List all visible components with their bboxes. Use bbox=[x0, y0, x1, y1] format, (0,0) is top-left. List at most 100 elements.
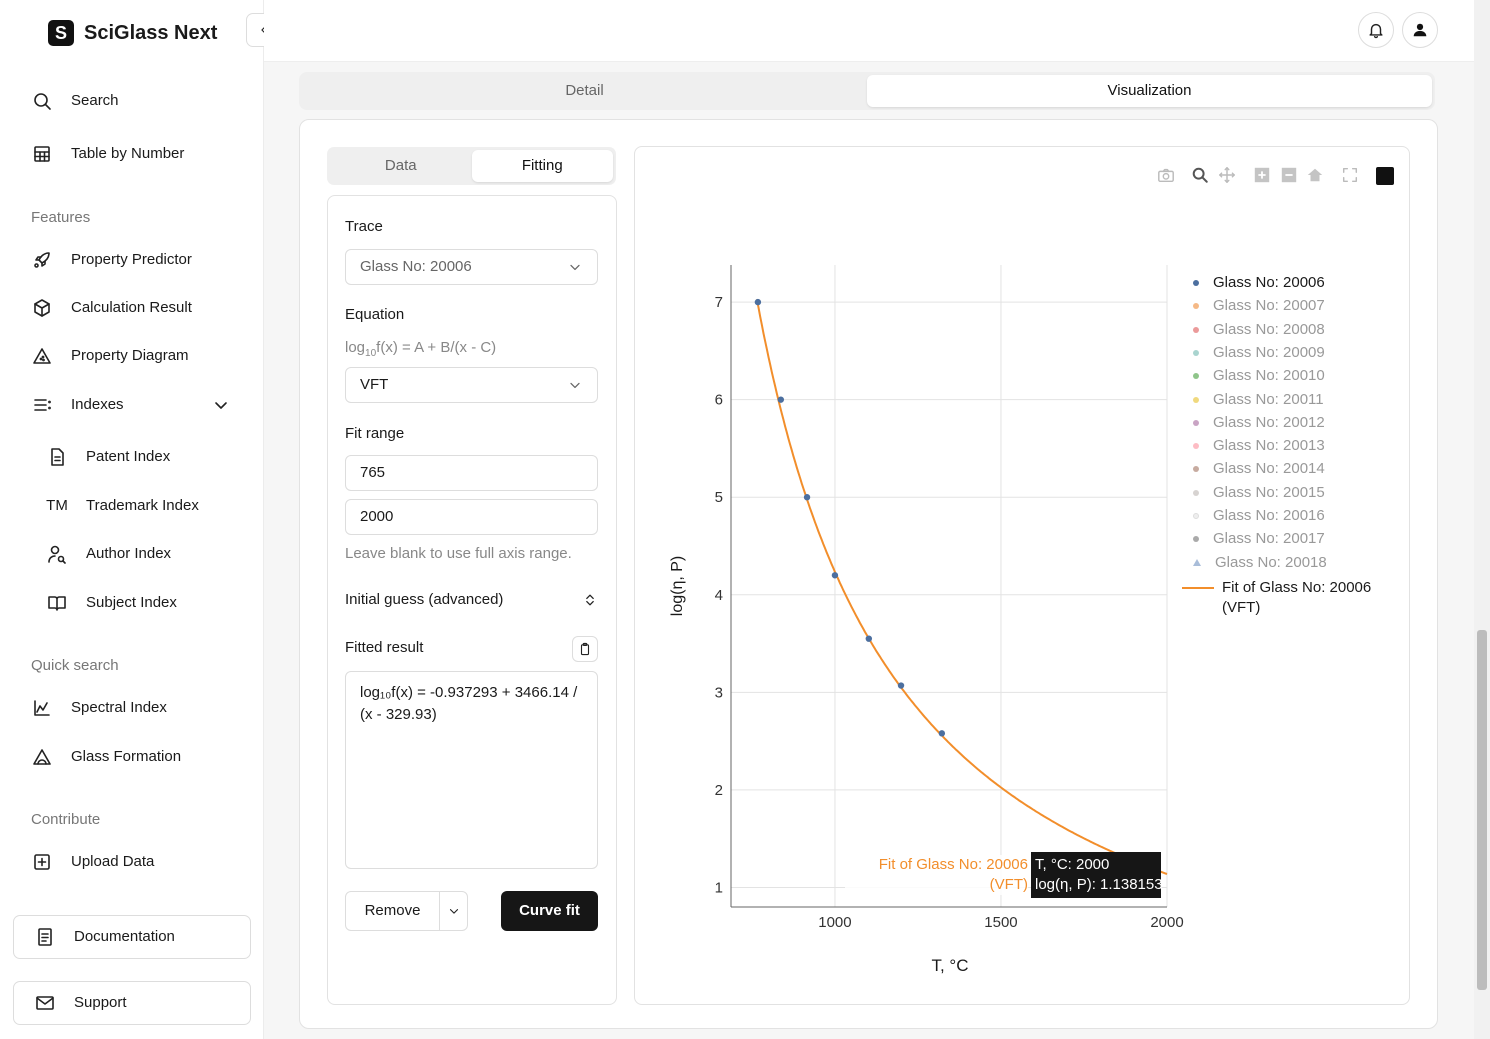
fit-range-max-input[interactable]: 2000 bbox=[345, 499, 598, 535]
camera-icon[interactable] bbox=[1157, 166, 1177, 186]
sidebar-item-calculation-result[interactable]: Calculation Result bbox=[31, 297, 192, 319]
legend-item[interactable]: Glass No: 20014 bbox=[1193, 460, 1325, 478]
f1: log bbox=[345, 339, 366, 356]
tab-visualization[interactable]: Visualization bbox=[867, 75, 1432, 107]
fit-range-min-input[interactable]: 765 bbox=[345, 455, 598, 491]
list-icon bbox=[31, 394, 53, 416]
curve-fit-button[interactable]: Curve fit bbox=[501, 891, 598, 931]
sidebar-item-property-predictor[interactable]: Property Predictor bbox=[31, 249, 192, 271]
y-axis-label: log(η, P) bbox=[669, 555, 686, 617]
y-tick-label: 6 bbox=[715, 392, 723, 409]
data-point bbox=[865, 635, 873, 642]
sidebar-item-indexes[interactable]: Indexes bbox=[31, 394, 231, 416]
plotly-logo-icon[interactable] bbox=[1376, 167, 1394, 185]
user-search-icon bbox=[46, 543, 68, 565]
data-point bbox=[831, 572, 839, 579]
legend-label: Fit of Glass No: 20006 (VFT) bbox=[1222, 578, 1371, 618]
clipboard-icon bbox=[578, 642, 592, 656]
legend-item[interactable]: Glass No: 20009 bbox=[1193, 344, 1325, 362]
legend-marker bbox=[1193, 559, 1201, 567]
label: Search bbox=[71, 92, 119, 109]
sidebar-item-spectral-index[interactable]: Spectral Index bbox=[31, 697, 167, 719]
legend-item[interactable]: Glass No: 20010 bbox=[1193, 367, 1325, 385]
legend-item[interactable]: Glass No: 20018 bbox=[1193, 554, 1327, 572]
profile-button[interactable] bbox=[1402, 12, 1438, 48]
remove-button[interactable]: Remove bbox=[346, 892, 440, 930]
support-button[interactable]: Support bbox=[13, 981, 251, 1025]
fitting-form bbox=[327, 195, 617, 1005]
x-tick-label: 2000 bbox=[1150, 914, 1183, 931]
zoom-in-icon[interactable] bbox=[1253, 166, 1273, 186]
book-icon bbox=[46, 592, 68, 614]
legend: Glass No: 20006 Glass No: 20007 Glass No: … bbox=[1180, 270, 1410, 620]
sidebar-item-subject-index[interactable]: Subject Index bbox=[46, 592, 177, 614]
documentation-button[interactable]: Documentation bbox=[13, 915, 251, 959]
label: Trademark Index bbox=[86, 497, 199, 514]
sidebar-item-author-index[interactable]: Author Index bbox=[46, 543, 171, 565]
f3: f(x) = A + B/(x - C) bbox=[376, 339, 497, 356]
plot-area[interactable]: 1000 1500 2000 1 2 3 4 5 6 7 bbox=[634, 146, 1410, 1004]
value: 765 bbox=[360, 464, 386, 481]
section-features: Features bbox=[31, 209, 91, 226]
tab-data[interactable]: Data bbox=[384, 157, 417, 174]
legend-item[interactable]: Glass No: 20006 bbox=[1193, 274, 1325, 292]
label: Upload Data bbox=[71, 853, 155, 870]
legend-item[interactable]: Glass No: 20017 bbox=[1193, 530, 1325, 548]
equation-select[interactable]: VFT bbox=[345, 367, 598, 403]
legend-label: Glass No: 20016 bbox=[1213, 507, 1325, 524]
value: 2000 bbox=[360, 508, 394, 525]
legend-item[interactable]: Glass No: 20016 bbox=[1193, 507, 1325, 525]
scrollbar-thumb[interactable] bbox=[1477, 630, 1487, 990]
legend-label: Glass No: 20014 bbox=[1213, 460, 1325, 478]
trace-select[interactable]: Glass No: 20006 bbox=[345, 249, 598, 285]
sidebar-item-property-diagram[interactable]: Property Diagram bbox=[31, 345, 189, 367]
equation-label: Equation bbox=[345, 306, 405, 323]
tab-fitting[interactable]: Fitting bbox=[471, 150, 613, 182]
user-icon bbox=[1411, 21, 1429, 39]
legend-item-fit[interactable]: Fit of Glass No: 20006 (VFT) bbox=[1182, 578, 1371, 618]
initial-guess-toggle[interactable]: Initial guess (advanced) bbox=[345, 591, 598, 609]
home-icon[interactable] bbox=[1306, 166, 1326, 186]
legend-item[interactable]: Glass No: 20007 bbox=[1193, 297, 1325, 315]
legend-item[interactable]: Glass No: 20012 bbox=[1193, 414, 1325, 432]
legend-marker bbox=[1193, 303, 1199, 310]
tab-detail[interactable]: Detail bbox=[565, 82, 604, 99]
sidebar-item-patent-index[interactable]: Patent Index bbox=[46, 446, 170, 468]
sidebar-item-search[interactable]: Search bbox=[31, 90, 119, 112]
sidebar-item-glass-formation[interactable]: Glass Formation bbox=[31, 746, 181, 768]
legend-marker bbox=[1193, 396, 1199, 403]
legend-label: Glass No: 20018 bbox=[1215, 553, 1327, 571]
tooltip: T, °C: 2000 log(η, P): 1.138153 bbox=[1031, 852, 1163, 898]
l1: Fit of Glass No: 20006 bbox=[1222, 579, 1372, 596]
app-title: SciGlass Next bbox=[84, 22, 218, 44]
copy-button[interactable] bbox=[572, 636, 598, 662]
autoscale-icon[interactable] bbox=[1341, 166, 1361, 186]
sidebar-item-upload-data[interactable]: Upload Data bbox=[31, 851, 154, 873]
legend-item[interactable]: Glass No: 20011 bbox=[1193, 391, 1324, 409]
tooltip-label: Fit of Glass No: 20006 (VFT) bbox=[845, 855, 1028, 895]
legend-item[interactable]: Glass No: 20013 bbox=[1193, 437, 1325, 455]
pan-icon[interactable] bbox=[1218, 166, 1238, 186]
scrollbar[interactable] bbox=[1474, 0, 1490, 1039]
legend-item[interactable]: Glass No: 20008 bbox=[1193, 321, 1325, 339]
legend-label: Glass No: 20012 bbox=[1213, 413, 1325, 431]
legend-label: Glass No: 20009 bbox=[1213, 343, 1325, 361]
legend-item[interactable]: Glass No: 20015 bbox=[1193, 484, 1325, 502]
legend-label: Glass No: 20013 bbox=[1213, 437, 1325, 455]
rocket-icon bbox=[31, 249, 53, 271]
fit-line bbox=[755, 299, 1168, 875]
zoom-icon[interactable] bbox=[1191, 166, 1211, 186]
remove-dropdown-button[interactable] bbox=[440, 892, 467, 930]
legend-marker bbox=[1193, 443, 1199, 450]
main-tabs: Detail Visualization bbox=[299, 72, 1435, 110]
sidebar-item-table-by-number[interactable]: Table by Number bbox=[31, 143, 184, 165]
fitted-result-textarea[interactable]: log₁₀f(x) = -0.937293 + 3466.14 / (x - 3… bbox=[345, 671, 598, 869]
notifications-button[interactable] bbox=[1358, 12, 1394, 48]
zoom-out-icon[interactable] bbox=[1280, 166, 1300, 186]
document-icon bbox=[46, 446, 68, 468]
fit-range-hint: Leave blank to use full axis range. bbox=[345, 545, 572, 562]
app-logo[interactable]: S SciGlass Next bbox=[48, 20, 217, 46]
sidebar-item-trademark-index[interactable]: TM Trademark Index bbox=[46, 495, 199, 517]
legend-label: Glass No: 20008 bbox=[1213, 320, 1325, 338]
legend-marker bbox=[1193, 326, 1199, 333]
